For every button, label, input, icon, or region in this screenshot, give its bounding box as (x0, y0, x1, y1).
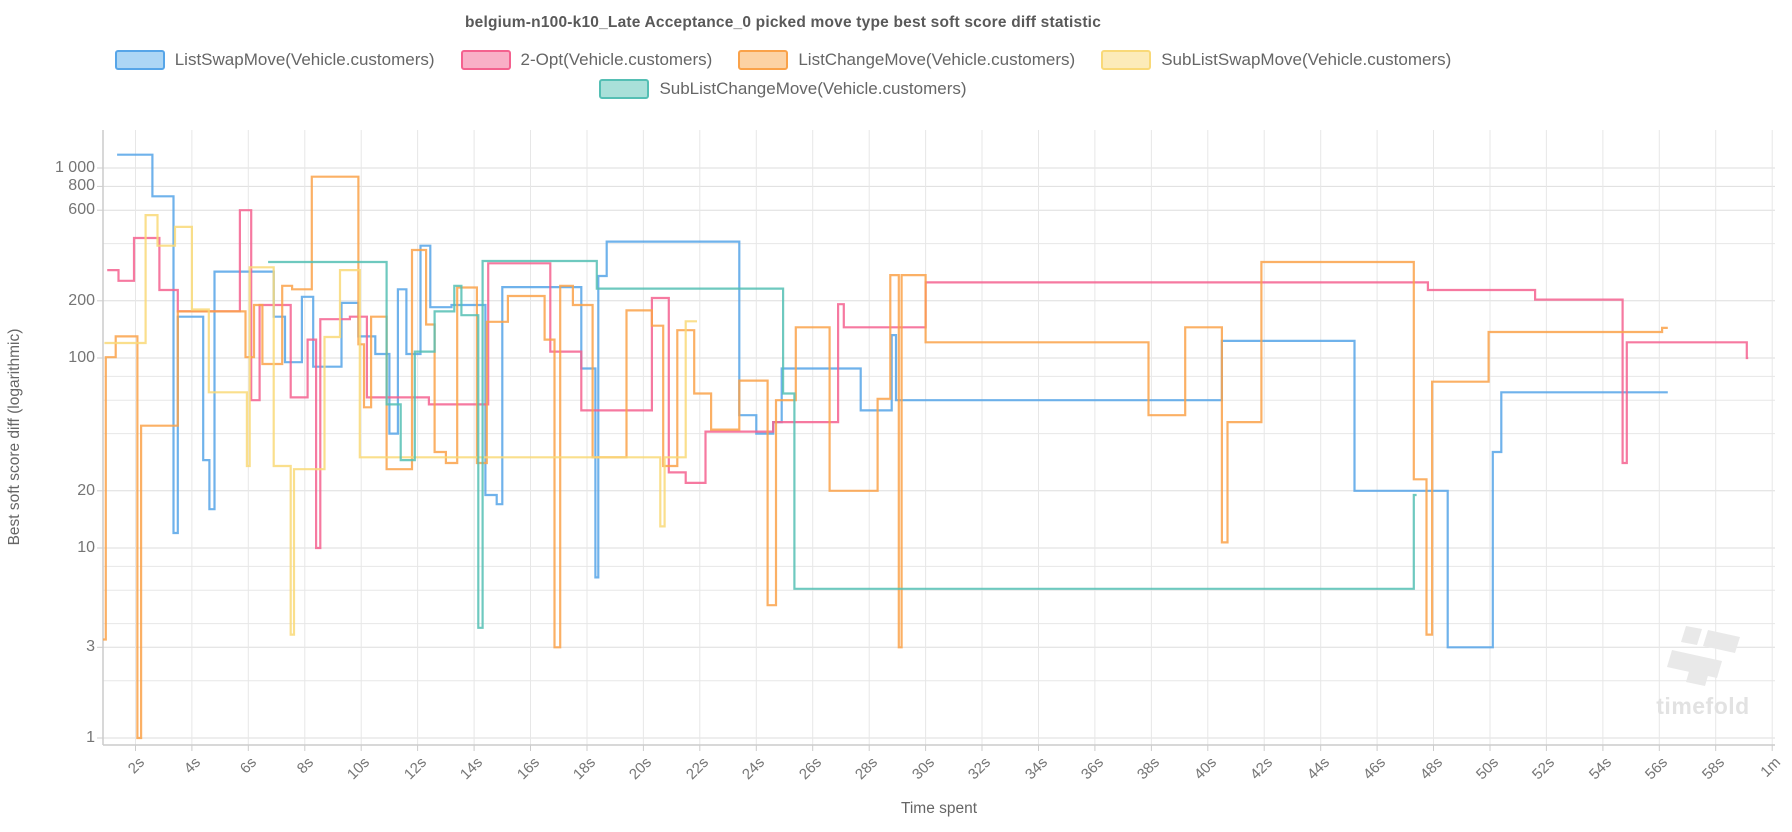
watermark: timefold (1630, 618, 1776, 720)
timefold-logo-icon (1667, 626, 1740, 686)
legend-label: ListChangeMove(Vehicle.customers) (798, 50, 1076, 69)
y-tick-label: 20 (77, 481, 95, 499)
y-tick-label: 800 (68, 177, 95, 195)
watermark-text: timefold (1656, 693, 1750, 719)
series-line-1 (107, 209, 1749, 550)
chart-header: belgium-n100-k10_Late Acceptance_0 picke… (0, 0, 1566, 99)
legend-item-3[interactable]: SubListSwapMove(Vehicle.customers) (1101, 50, 1451, 70)
y-tick-label: 100 (68, 349, 95, 366)
legend-label: SubListSwapMove(Vehicle.customers) (1161, 50, 1452, 69)
legend-item-1[interactable]: 2-Opt(Vehicle.customers) (460, 50, 713, 70)
y-tick-label: 1 000 (54, 159, 95, 176)
legend-swatch-icon (460, 50, 511, 70)
x-axis-title: Time spent (900, 800, 978, 817)
y-axis-title: Best soft score diff (logarithmic) (6, 328, 23, 546)
legend-label: SubListChangeMove(Vehicle.customers) (659, 79, 967, 98)
y-tick-label: 3 (86, 638, 95, 656)
legend-swatch-icon (599, 79, 650, 99)
legend-label: ListSwapMove(Vehicle.customers) (174, 50, 435, 69)
legend: ListSwapMove(Vehicle.customers) 2-Opt(Veh… (0, 50, 1566, 99)
series-line-2 (103, 175, 1668, 740)
y-tick-label: 600 (68, 201, 95, 219)
legend-swatch-icon (738, 50, 789, 70)
y-tick-label: 1 (86, 729, 95, 746)
series-line-3 (104, 214, 697, 636)
legend-item-0[interactable]: ListSwapMove(Vehicle.customers) (114, 50, 435, 70)
legend-row-1: ListSwapMove(Vehicle.customers) 2-Opt(Veh… (114, 50, 1451, 70)
y-tick-label: 200 (68, 291, 95, 309)
legend-row-2: SubListChangeMove(Vehicle.customers) (599, 79, 967, 99)
legend-item-2[interactable]: ListChangeMove(Vehicle.customers) (738, 50, 1075, 70)
chart-title: belgium-n100-k10_Late Acceptance_0 picke… (464, 14, 1102, 31)
series-line-0 (117, 153, 1668, 649)
y-tick-label: 10 (77, 539, 95, 556)
legend-label: 2-Opt(Vehicle.customers) (520, 50, 713, 69)
legend-item-4[interactable]: SubListChangeMove(Vehicle.customers) (599, 79, 967, 99)
series-line-4 (268, 259, 1417, 629)
legend-swatch-icon (114, 50, 165, 70)
legend-swatch-icon (1101, 50, 1152, 70)
